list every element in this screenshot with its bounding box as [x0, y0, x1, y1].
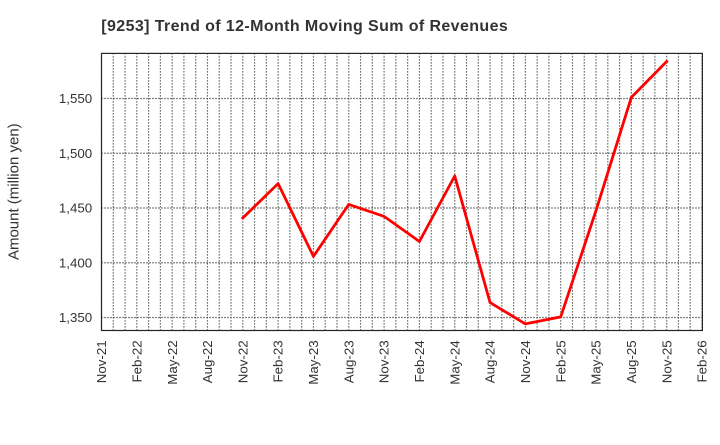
svg-text:Feb-22: Feb-22 — [129, 340, 144, 382]
svg-text:Aug-25: Aug-25 — [624, 340, 639, 383]
svg-text:May-22: May-22 — [165, 340, 180, 384]
svg-text:1,550: 1,550 — [59, 91, 92, 106]
svg-text:Feb-24: Feb-24 — [412, 340, 427, 383]
svg-text:Amount (million yen): Amount (million yen) — [5, 123, 22, 260]
svg-text:Feb-25: Feb-25 — [553, 340, 568, 382]
svg-text:Feb-23: Feb-23 — [271, 340, 286, 382]
svg-text:1,450: 1,450 — [59, 201, 92, 216]
svg-text:[9253] Trend of 12-Month Movi: [9253] Trend of 12-Month Moving Sum of R… — [101, 18, 508, 35]
svg-text:Nov-24: Nov-24 — [518, 340, 533, 384]
svg-text:May-25: May-25 — [589, 340, 604, 384]
svg-text:1,500: 1,500 — [59, 146, 92, 161]
svg-text:1,350: 1,350 — [59, 310, 92, 325]
svg-text:May-24: May-24 — [447, 340, 462, 385]
svg-text:1,400: 1,400 — [59, 255, 92, 270]
svg-text:Nov-25: Nov-25 — [659, 340, 674, 383]
svg-text:Nov-21: Nov-21 — [94, 340, 109, 383]
svg-text:Aug-22: Aug-22 — [200, 340, 215, 383]
svg-text:Nov-22: Nov-22 — [235, 340, 250, 383]
svg-text:Aug-23: Aug-23 — [341, 340, 356, 383]
svg-text:Nov-23: Nov-23 — [377, 340, 392, 383]
svg-text:Feb-26: Feb-26 — [695, 340, 710, 382]
svg-text:May-23: May-23 — [306, 340, 321, 384]
svg-text:Aug-24: Aug-24 — [483, 340, 498, 384]
